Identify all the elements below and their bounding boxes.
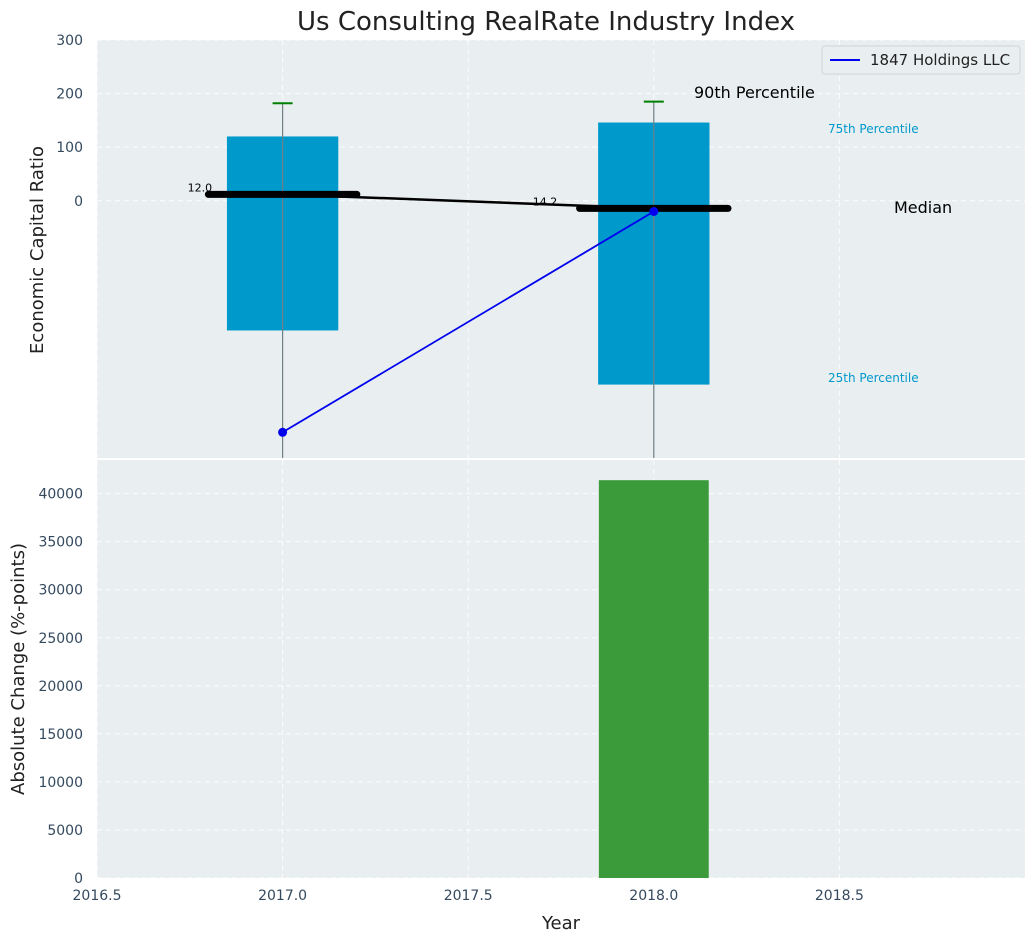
change-bar [598, 480, 709, 878]
bottom-plot-marks [598, 480, 709, 878]
x-tick-label: 2018.5 [815, 888, 864, 904]
legend-box [821, 45, 1021, 75]
bottom-panel: 0 5000 10000 15000 20000 25000 30000 35000 40000… [8, 460, 1025, 934]
top-y-tick-label: 200 [56, 87, 83, 103]
x-tick-labels: 2016.5 2017.0 2017.5 2018.0 2018.5 [73, 888, 864, 904]
top-plot-marks: 12.0 14.2 [188, 100, 732, 458]
top-panel: 0 100 200 300 Economic Capital Ratio 12.0 14… [27, 33, 1025, 458]
bottom-y-tick-label: 40000 [38, 487, 83, 503]
x-tick-label: 2018.0 [629, 888, 678, 904]
median-trend-line [282, 193, 654, 210]
top-y-axis-label: Economic Capital Ratio [27, 146, 48, 354]
legend: 1847 Holdings LLC [821, 45, 1021, 75]
bottom-panel-background [97, 460, 1025, 878]
bottom-y-tick-label: 10000 [38, 775, 83, 791]
series-point-1847-holdings [649, 206, 659, 216]
series-line-1847-holdings [282, 210, 655, 434]
bottom-y-tick-label: 30000 [38, 583, 83, 599]
bottom-y-axis-label: Absolute Change (%-points) [8, 543, 29, 795]
median-value-label: 14.2 [533, 195, 558, 208]
top-y-tick-labels: 0 100 200 300 [56, 33, 83, 210]
top-y-tick-label: 100 [56, 140, 83, 156]
chart-title: Us Consulting RealRate Industry Index [297, 7, 795, 37]
x-tick-label: 2016.5 [73, 888, 122, 904]
bottom-y-tick-label: 15000 [38, 727, 83, 743]
legend-label-1847-holdings: 1847 Holdings LLC [870, 51, 1010, 69]
bottom-y-tick-label: 35000 [38, 535, 83, 551]
annotation-90th-percentile: 90th Percentile [694, 83, 815, 102]
x-tick-label: 2017.5 [444, 888, 493, 904]
median-value-label: 12.0 [188, 181, 213, 194]
x-tick-label: 2017.0 [258, 888, 307, 904]
annotation-median: Median [894, 198, 952, 217]
top-annotations: 90th Percentile 75th Percentile 25th Per… [694, 83, 952, 385]
top-y-tick-label: 300 [56, 33, 83, 49]
bottom-y-tick-label: 5000 [47, 823, 83, 839]
x-axis-label: Year [541, 913, 581, 934]
top-y-tick-label: 0 [74, 194, 83, 210]
annotation-75th-percentile: 75th Percentile [828, 122, 919, 136]
bottom-y-tick-label: 0 [74, 871, 83, 887]
bottom-y-tick-label: 25000 [38, 631, 83, 647]
series-point-1847-holdings [278, 427, 288, 437]
bottom-y-tick-label: 20000 [38, 679, 83, 695]
bottom-gridlines [96, 460, 1025, 879]
annotation-25th-percentile: 25th Percentile [828, 371, 919, 385]
bottom-y-tick-labels: 0 5000 10000 15000 20000 25000 30000 35000 40000 [38, 487, 83, 887]
